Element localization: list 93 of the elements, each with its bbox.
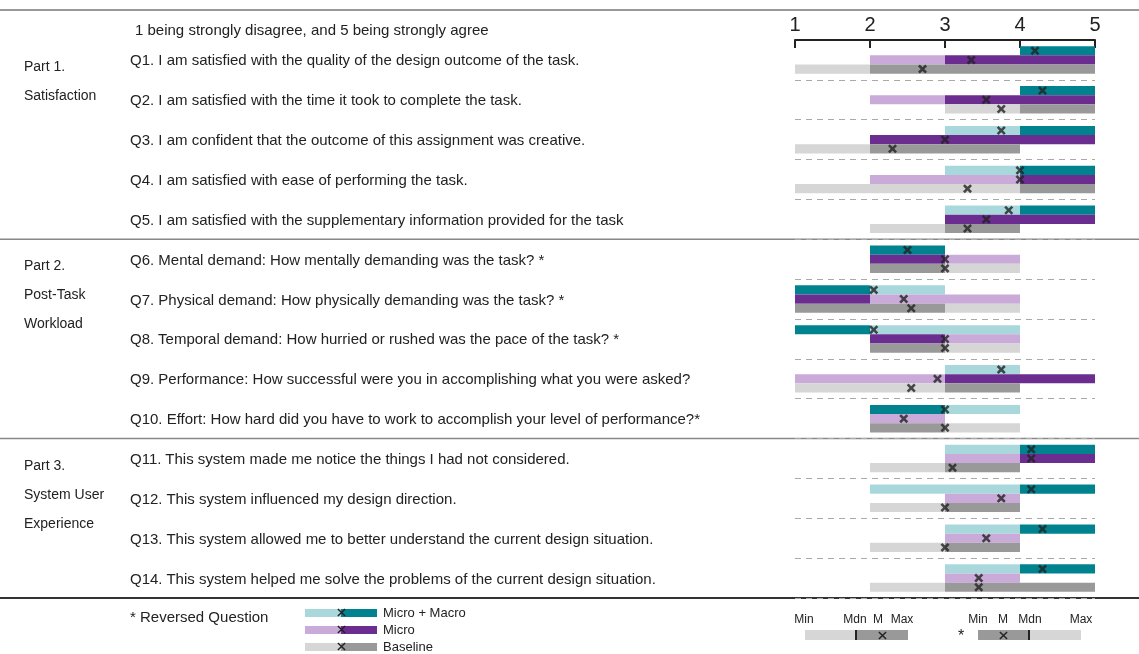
bar: [1020, 104, 1095, 114]
bar: [795, 374, 945, 384]
text: Satisfaction: [24, 87, 97, 103]
bar: [945, 533, 1020, 543]
x-tick-label: 4: [1014, 13, 1026, 35]
text: Mdn: [843, 612, 867, 626]
bar: [870, 55, 945, 65]
bar: [1020, 453, 1095, 464]
bar: [945, 205, 1020, 215]
bar: [945, 365, 1020, 375]
text: Part 2.: [24, 257, 66, 274]
bar: [1020, 86, 1095, 96]
y-tick-label: Q14. This system helped me solve the problems of the current design situation.: [130, 569, 656, 587]
bar: [945, 453, 1020, 464]
y-tick-label: Q9. Performance: How successful were you in accomplishing what you were asked?: [130, 370, 691, 388]
bar: [1020, 184, 1095, 194]
bar: [870, 64, 1095, 74]
bar: [870, 144, 1020, 154]
bar: [945, 524, 1020, 534]
text: System User: [24, 485, 105, 502]
y-tick-label: Q10. Effort: How hard did you have to work to accomplish your level of performance?*: [130, 410, 701, 428]
bar: [870, 95, 945, 105]
bar: [1020, 564, 1095, 574]
text: M: [873, 612, 883, 626]
bar: [870, 542, 945, 552]
x-tick-label: 5: [1089, 13, 1101, 35]
y-tick-label: Q12. This system influenced my design direction.: [130, 489, 457, 507]
bar: [1020, 125, 1095, 136]
bar: [945, 444, 1020, 454]
bar: [945, 493, 1020, 503]
bar: [870, 135, 1095, 145]
bar: [945, 463, 1020, 473]
y-tick-label: Q13. This system allowed me to better understand the current design situation.: [130, 529, 654, 547]
legend-label: Micro: [383, 622, 415, 637]
bar: [945, 573, 1020, 583]
text: Min: [794, 612, 814, 626]
legend-label: Baseline: [383, 639, 433, 654]
bar: [795, 184, 1020, 194]
bar: [945, 95, 1095, 105]
text: Part 3.: [24, 456, 66, 473]
text: M: [998, 612, 1008, 626]
bar: [1020, 165, 1095, 175]
bar: [870, 484, 1020, 494]
bar: [795, 383, 945, 393]
bar: [945, 582, 1095, 592]
y-tick-label: Q5. I am satisfied with the supplementary information provided for the task: [130, 210, 625, 228]
x-tick-label: 1: [789, 13, 801, 35]
bar: [870, 223, 945, 234]
y-tick-label: Q2. I am satisfied with the time it took to complete the task.: [130, 91, 522, 109]
text: *: [958, 627, 965, 645]
bar: [870, 502, 945, 513]
text: * Reversed Question: [130, 608, 269, 625]
text: Part 1.: [24, 58, 66, 74]
bar: [945, 383, 1020, 393]
text: Workload: [24, 315, 83, 332]
bar: [1020, 205, 1095, 215]
y-tick-label: Q7. Physical demand: How physically demanding was the task? *: [130, 290, 565, 308]
text: Max: [890, 612, 914, 626]
bar: [945, 502, 1020, 513]
bar: [945, 214, 1095, 224]
bar: [1020, 524, 1095, 534]
y-tick-label: Q4. I am satisfied with ease of performing the task.: [130, 171, 468, 188]
legend-label: Micro + Macro: [383, 605, 466, 620]
bar: [945, 125, 1020, 136]
bar: [1020, 46, 1095, 56]
bar: [1020, 174, 1095, 185]
x-tick-label: 3: [939, 13, 951, 35]
bar: [945, 374, 1095, 384]
text: Max: [1069, 612, 1093, 626]
x-tick-label: 2: [864, 13, 876, 35]
bar: [1020, 444, 1095, 454]
bar: [795, 144, 870, 154]
text: Post-Task: [24, 286, 86, 303]
text: Experience: [24, 514, 95, 531]
text: Mdn: [1018, 612, 1042, 626]
bar: [870, 463, 945, 473]
bar: [945, 542, 1020, 552]
y-tick-label: Q11. This system made me notice the things I had not considered.: [130, 450, 570, 467]
y-tick-label: Q6. Mental demand: How mentally demanding was the task? *: [130, 250, 545, 268]
bar: [945, 564, 1020, 574]
text: Min: [968, 612, 988, 626]
bar: [1020, 484, 1095, 494]
y-tick-label: Q1. I am satisfied with the quality of the design outcome of the task.: [130, 51, 580, 69]
bar: [945, 55, 1095, 65]
y-tick-label: Q3. I am confident that the outcome of this assignment was creative.: [130, 131, 586, 149]
y-tick-label: Q8. Temporal demand: How hurried or rushed was the pace of the task? *: [130, 330, 620, 348]
bar: [795, 64, 870, 74]
text: 1 being strongly disagree, and 5 being strongly agree: [135, 21, 489, 38]
bar: [870, 582, 945, 592]
bar: [945, 165, 1020, 175]
bar: [870, 174, 1020, 185]
bar: [945, 104, 1020, 114]
bar: [945, 223, 1020, 234]
